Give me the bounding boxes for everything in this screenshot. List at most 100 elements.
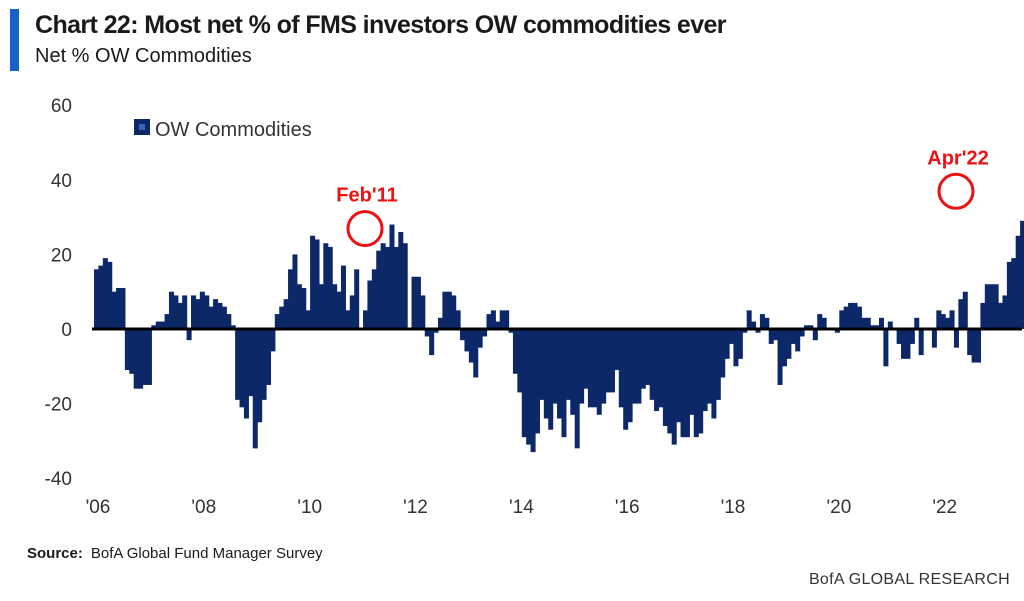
bar — [354, 269, 360, 329]
bar — [539, 329, 545, 400]
bar — [755, 329, 761, 333]
bar — [477, 329, 483, 348]
bar — [596, 329, 602, 415]
bar — [292, 254, 298, 329]
bar — [759, 314, 765, 329]
bar — [340, 265, 346, 329]
legend: OW Commodities — [134, 119, 312, 141]
bar — [918, 329, 924, 356]
bar — [909, 329, 915, 344]
bar — [226, 314, 232, 329]
x-tick-label: '18 — [721, 497, 746, 518]
y-tick-label: 20 — [51, 245, 72, 266]
x-axis-labels: '06 '08 '10 '12 '14 '16 '18 '20 '22 — [86, 497, 957, 518]
bar — [389, 224, 395, 329]
bar — [587, 329, 593, 408]
bar — [490, 310, 496, 329]
bar — [548, 329, 554, 430]
bar — [504, 310, 510, 329]
bar — [468, 329, 474, 363]
bar — [781, 329, 787, 367]
annotation-label: Feb'11 — [336, 185, 397, 207]
bar — [901, 329, 907, 359]
bar — [94, 269, 100, 329]
bar — [936, 310, 942, 329]
annotation-circle — [937, 172, 975, 210]
bar — [160, 321, 166, 329]
bar — [446, 291, 452, 329]
bar — [848, 302, 854, 329]
bar — [680, 329, 686, 438]
bar — [345, 310, 351, 329]
bar — [398, 232, 404, 329]
bar — [773, 329, 779, 341]
bar — [314, 239, 320, 329]
bar — [393, 246, 399, 329]
bar — [195, 299, 201, 329]
bar — [953, 329, 959, 348]
x-tick-label: '10 — [297, 497, 322, 518]
bar — [455, 310, 461, 329]
bar — [442, 291, 448, 329]
bar — [834, 329, 840, 333]
bar — [415, 276, 421, 329]
title-accent-bar — [10, 9, 19, 71]
annotation-circle — [346, 210, 384, 248]
bar — [958, 299, 964, 329]
bar — [821, 317, 827, 329]
bar — [614, 329, 620, 371]
bar — [124, 329, 130, 371]
bar — [583, 329, 589, 389]
bar — [874, 325, 880, 329]
bar — [512, 329, 518, 374]
bar — [221, 306, 227, 329]
bar — [310, 235, 316, 329]
source-text: BofA Global Fund Manager Survey — [90, 545, 323, 562]
bar — [473, 329, 479, 378]
bar — [618, 329, 624, 408]
bar — [535, 329, 541, 434]
bar — [579, 329, 585, 404]
bar — [464, 329, 470, 352]
bar — [720, 329, 726, 378]
bar — [865, 317, 871, 329]
bar — [521, 329, 527, 438]
bar — [142, 329, 148, 385]
chart-subtitle: Net % OW Commodities — [35, 45, 252, 67]
bar — [248, 329, 254, 397]
bar — [270, 329, 276, 352]
bar — [654, 329, 660, 412]
bar — [662, 329, 668, 426]
bar — [724, 329, 730, 359]
bar — [367, 280, 373, 329]
bar — [980, 302, 986, 329]
bar — [601, 329, 607, 404]
bar — [949, 310, 955, 329]
bar — [102, 258, 108, 329]
bar — [561, 329, 567, 438]
bar — [887, 321, 893, 329]
bar — [715, 329, 721, 400]
bar — [729, 329, 735, 344]
y-tick-label: -40 — [45, 469, 72, 490]
x-tick-label: '16 — [615, 497, 640, 518]
source-note: Source: BofA Global Fund Manager Survey — [27, 545, 323, 562]
bar — [261, 329, 267, 400]
bar — [495, 321, 501, 329]
annotation-label: Apr'22 — [927, 147, 988, 169]
bar — [689, 329, 695, 415]
bar — [733, 329, 739, 367]
bar — [658, 329, 664, 408]
bar — [363, 310, 369, 329]
bar — [931, 329, 937, 348]
bar — [737, 329, 743, 359]
bar — [138, 329, 144, 389]
bar — [239, 329, 245, 408]
bar — [878, 317, 884, 329]
bar — [856, 306, 862, 329]
y-tick-label: 60 — [51, 96, 72, 117]
bar — [305, 310, 311, 329]
bar — [283, 299, 289, 329]
y-axis-labels: 60 40 20 0 -20 -40 — [45, 96, 72, 490]
bar — [385, 246, 391, 329]
